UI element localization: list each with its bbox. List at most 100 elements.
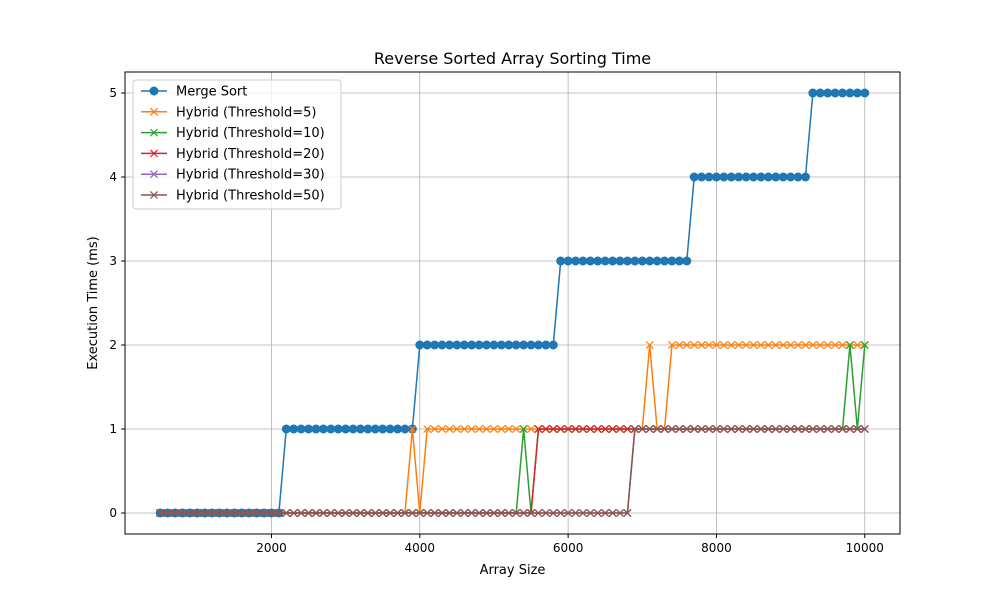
data-point <box>222 508 231 518</box>
data-point <box>794 340 803 350</box>
data-point <box>571 508 580 518</box>
data-point <box>475 424 484 434</box>
legend-label: Hybrid (Threshold=50) <box>176 189 325 204</box>
data-point <box>608 508 617 518</box>
data-point <box>711 172 721 182</box>
legend-label: Merge Sort <box>176 85 247 100</box>
data-point <box>823 88 833 98</box>
data-point <box>378 508 387 518</box>
data-point <box>808 340 817 350</box>
data-point <box>689 172 699 182</box>
data-point <box>304 424 314 434</box>
legend-entry: Merge Sort <box>141 85 247 100</box>
data-point <box>793 172 803 182</box>
data-point <box>512 508 521 518</box>
data-point <box>645 340 654 350</box>
data-point <box>675 424 684 434</box>
data-point <box>349 508 358 518</box>
data-point <box>682 340 691 350</box>
legend-marker <box>149 170 159 179</box>
data-point <box>674 256 684 266</box>
data-point <box>742 424 751 434</box>
data-point <box>831 340 840 350</box>
data-point <box>556 424 565 434</box>
data-point <box>764 424 773 434</box>
data-point <box>756 172 766 182</box>
data-point <box>734 340 743 350</box>
data-point <box>556 508 565 518</box>
data-point <box>697 424 706 434</box>
data-point <box>586 508 595 518</box>
y-tick-label: 1 <box>109 422 117 436</box>
data-point <box>533 340 543 350</box>
data-point <box>749 172 759 182</box>
data-point <box>808 424 817 434</box>
data-point <box>719 172 729 182</box>
data-point <box>267 508 276 518</box>
x-tick-label: 10000 <box>846 541 884 555</box>
data-point <box>386 508 395 518</box>
data-point <box>593 424 602 434</box>
data-point <box>615 256 625 266</box>
x-tick-label: 8000 <box>701 541 732 555</box>
data-point <box>163 508 172 518</box>
data-point <box>415 508 424 518</box>
data-point <box>667 340 676 350</box>
data-point <box>705 424 714 434</box>
data-point <box>489 508 498 518</box>
data-point <box>697 172 707 182</box>
data-point <box>289 424 299 434</box>
data-point <box>756 340 765 350</box>
data-point <box>178 508 187 518</box>
data-point <box>200 508 209 518</box>
data-point <box>482 340 492 350</box>
legend-marker <box>149 128 159 137</box>
data-point <box>801 340 810 350</box>
data-point <box>800 172 810 182</box>
data-point <box>727 424 736 434</box>
legend-label: Hybrid (Threshold=5) <box>176 105 316 120</box>
data-point <box>637 256 647 266</box>
data-point <box>593 508 602 518</box>
data-point <box>215 508 224 518</box>
data-point <box>408 424 417 434</box>
data-point <box>838 424 847 434</box>
data-point <box>393 424 403 434</box>
data-point <box>623 424 632 434</box>
data-point <box>816 340 825 350</box>
x-tick-label: 6000 <box>553 541 584 555</box>
data-point <box>623 508 632 518</box>
data-point <box>541 340 551 350</box>
data-point <box>437 340 447 350</box>
data-point <box>652 256 662 266</box>
data-point <box>823 340 832 350</box>
data-point <box>467 424 476 434</box>
data-point <box>319 508 328 518</box>
data-point <box>423 424 432 434</box>
data-point <box>371 508 380 518</box>
data-point <box>482 508 491 518</box>
data-point <box>845 340 854 350</box>
data-point <box>511 340 521 350</box>
data-point <box>385 424 395 434</box>
y-axis-ticks: 0 1 2 3 4 5 <box>109 86 125 520</box>
data-point <box>660 256 670 266</box>
data-point <box>608 424 617 434</box>
data-point <box>794 424 803 434</box>
data-point <box>341 424 351 434</box>
data-point <box>704 172 714 182</box>
data-point <box>726 172 736 182</box>
data-point <box>459 340 469 350</box>
data-point <box>348 424 358 434</box>
data-point <box>600 256 610 266</box>
data-point <box>548 340 558 350</box>
x-axis-label: Array Size <box>480 563 546 578</box>
data-point <box>423 508 432 518</box>
legend-marker <box>149 149 159 158</box>
data-point <box>311 424 321 434</box>
data-point <box>563 256 573 266</box>
data-point <box>415 340 425 350</box>
data-point <box>578 508 587 518</box>
legend-marker <box>149 107 159 116</box>
legend: Merge Sort Hybrid (Threshold=5) Hybrid (Th… <box>132 79 342 210</box>
